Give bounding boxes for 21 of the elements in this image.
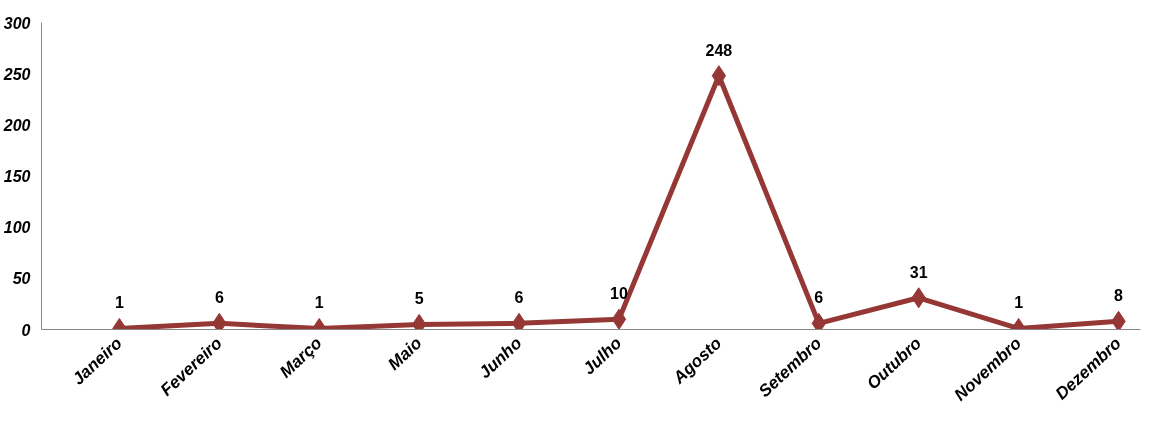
point [611,308,627,330]
data-label: 6 [214,289,224,307]
data-label: 6 [814,289,824,307]
y-tick-label: 300 [3,14,31,32]
data-label: 1 [1014,294,1024,312]
y-tick-label: 100 [3,219,31,237]
data-label: 1 [114,294,124,312]
y-tick-label: 50 [12,270,31,288]
data-label: 31 [909,263,928,281]
data-label: 6 [514,289,524,307]
data-label: 1 [314,294,324,312]
data-label: 10 [610,285,628,303]
y-tick-label: 150 [3,168,31,185]
y-tick-label: 250 [2,65,31,83]
data-label: 5 [414,290,424,308]
y-tick-label: 200 [2,116,31,134]
point [1111,310,1126,330]
point [711,65,727,87]
y-tick-label: 0 [21,321,31,339]
data-label: 8 [1114,287,1124,305]
data-label: 248 [705,41,733,59]
